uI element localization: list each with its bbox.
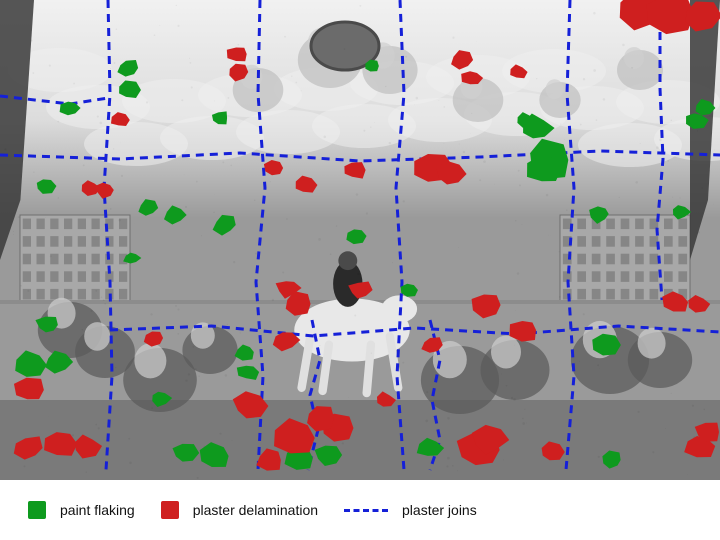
legend-label: paint flaking xyxy=(60,502,135,518)
legend-swatch xyxy=(161,501,179,519)
legend-label: plaster delamination xyxy=(193,502,318,518)
legend-label: plaster joins xyxy=(402,502,477,518)
legend-swatch xyxy=(28,501,46,519)
legend-item: plaster joins xyxy=(344,502,477,518)
legend-item: plaster delamination xyxy=(161,501,318,519)
legend-dash xyxy=(344,509,388,512)
legend: paint flaking plaster delamination plaster… xyxy=(0,485,720,535)
mural-base-image xyxy=(0,0,720,480)
legend-item: paint flaking xyxy=(28,501,135,519)
